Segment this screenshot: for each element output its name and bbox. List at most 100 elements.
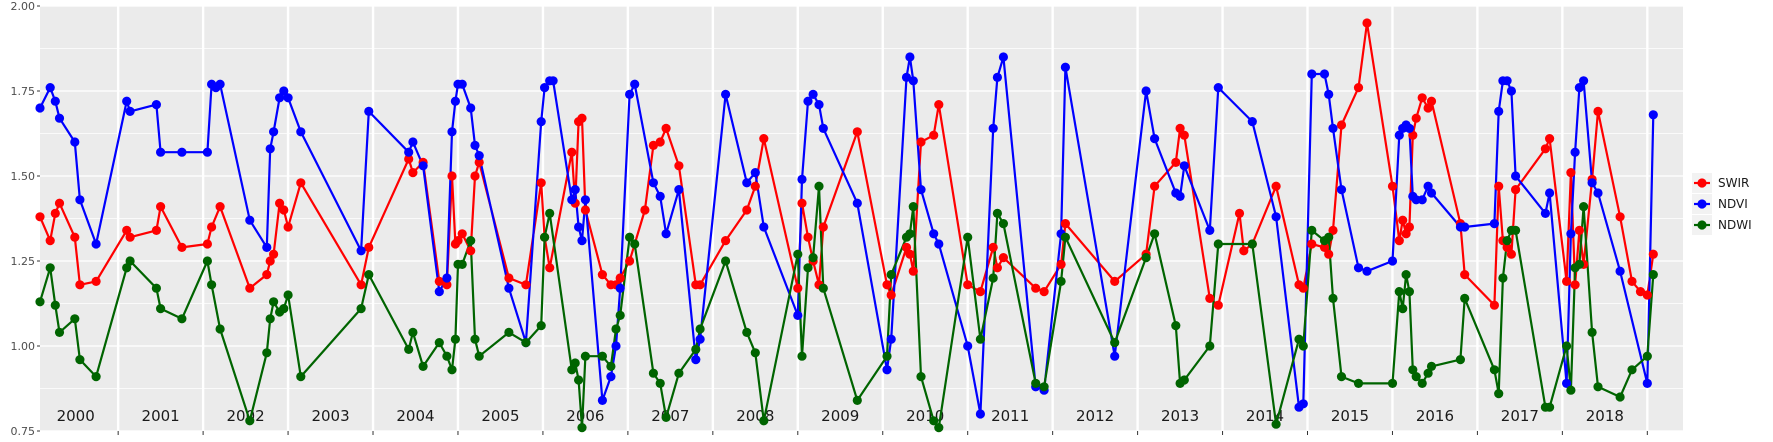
data-point-ndwi <box>988 273 998 283</box>
data-point-ndwi <box>1562 341 1572 351</box>
data-point-ndvi <box>1648 110 1658 120</box>
data-point-swir <box>1502 242 1512 252</box>
data-point-ndwi <box>916 372 926 382</box>
data-point-swir <box>567 147 577 157</box>
y-tick-label: 1.00 <box>11 340 36 353</box>
data-point-ndvi <box>447 127 457 137</box>
data-point-ndwi <box>759 416 769 426</box>
data-point-swir <box>75 280 85 290</box>
data-point-ndwi <box>269 297 279 307</box>
data-point-ndvi <box>1298 399 1308 409</box>
data-point-ndwi <box>536 321 546 331</box>
data-point-ndwi <box>625 232 635 242</box>
data-point-ndvi <box>1570 147 1580 157</box>
data-point-swir <box>45 236 55 246</box>
data-point-swir <box>1039 287 1049 297</box>
data-point-ndwi <box>695 324 705 334</box>
data-point-swir <box>1635 287 1646 297</box>
data-point-ndvi <box>655 191 665 201</box>
data-point-ndwi <box>963 232 973 242</box>
data-point-swir <box>283 222 293 232</box>
data-point-swir <box>447 171 457 181</box>
data-point-ndvi <box>1060 62 1070 72</box>
data-point-ndvi <box>1307 69 1317 79</box>
data-point-ndwi <box>630 239 640 249</box>
data-point-ndvi <box>577 236 587 246</box>
data-point-ndvi <box>661 229 671 239</box>
data-point-ndvi <box>262 242 272 252</box>
data-point-ndvi <box>202 147 212 157</box>
year-label: 2003 <box>311 407 349 425</box>
data-point-ndwi <box>1294 334 1304 344</box>
data-point-swir <box>434 276 444 286</box>
data-point-swir <box>521 280 531 290</box>
data-point-swir <box>797 198 807 208</box>
data-point-swir <box>1179 130 1189 140</box>
data-point-ndvi <box>975 409 986 419</box>
data-point-ndvi <box>1336 185 1347 195</box>
data-point-ndvi <box>364 106 374 116</box>
data-point-ndwi <box>1056 276 1066 286</box>
data-point-ndvi <box>1615 266 1625 276</box>
year-label: 2015 <box>1331 407 1369 425</box>
data-point-ndwi <box>1394 287 1404 297</box>
data-point-swir <box>908 266 918 276</box>
data-point-ndwi <box>262 348 272 358</box>
legend-key-point-swir <box>1697 178 1707 188</box>
data-point-ndvi <box>356 246 366 256</box>
data-point-ndvi <box>296 127 306 137</box>
data-point-swir <box>545 263 555 273</box>
data-point-swir <box>975 287 986 297</box>
data-point-ndwi <box>434 338 444 348</box>
data-point-ndwi <box>466 236 476 246</box>
data-point-ndvi <box>1353 263 1364 273</box>
data-point-swir <box>1426 96 1437 106</box>
data-point-ndvi <box>814 100 824 110</box>
data-point-swir <box>125 232 135 242</box>
legend-label-swir: SWIR <box>1718 176 1749 190</box>
data-point-ndwi <box>1328 293 1338 303</box>
data-point-ndvi <box>1394 130 1404 140</box>
data-point-ndwi <box>91 372 101 382</box>
data-point-ndwi <box>611 324 621 334</box>
data-point-swir <box>1398 215 1408 225</box>
legend-label-ndvi: NDVI <box>1718 197 1748 211</box>
data-point-swir <box>245 283 255 293</box>
data-point-ndwi <box>1587 327 1597 337</box>
data-point-swir <box>648 140 659 150</box>
data-point-swir <box>1494 181 1504 191</box>
data-point-ndvi <box>75 195 85 205</box>
data-point-ndvi <box>1247 117 1257 127</box>
data-point-swir <box>442 280 452 290</box>
year-dividers <box>116 6 1649 431</box>
data-point-swir <box>886 290 896 300</box>
data-point-swir <box>1423 103 1433 113</box>
data-point-ndvi <box>1574 83 1584 93</box>
year-label: 2011 <box>991 407 1029 425</box>
data-point-swir <box>50 208 60 218</box>
y-tick-label: 1.25 <box>11 255 36 268</box>
data-point-ndvi <box>70 137 80 147</box>
data-point-ndwi <box>1502 236 1512 246</box>
data-point-ndwi <box>992 208 1003 218</box>
data-point-ndwi <box>934 423 944 433</box>
data-point-ndwi <box>597 351 608 361</box>
data-point-ndwi <box>648 368 659 378</box>
data-point-ndwi <box>1060 232 1070 242</box>
data-point-ndvi <box>808 89 818 99</box>
data-point-ndvi <box>50 96 60 106</box>
x-axis-ticks <box>117 431 1648 435</box>
data-point-ndwi <box>177 314 187 324</box>
data-point-ndvi <box>625 89 635 99</box>
data-point-ndwi <box>545 208 555 218</box>
data-point-ndwi <box>1205 341 1215 351</box>
data-point-swir <box>151 225 161 235</box>
data-point-ndvi <box>1502 76 1512 86</box>
data-point-swir <box>1540 144 1550 154</box>
data-point-ndwi <box>574 375 584 385</box>
year-label: 2013 <box>1161 407 1199 425</box>
data-point-swir <box>1307 239 1317 249</box>
data-point-swir <box>404 154 414 164</box>
data-point-ndwi <box>408 327 418 337</box>
